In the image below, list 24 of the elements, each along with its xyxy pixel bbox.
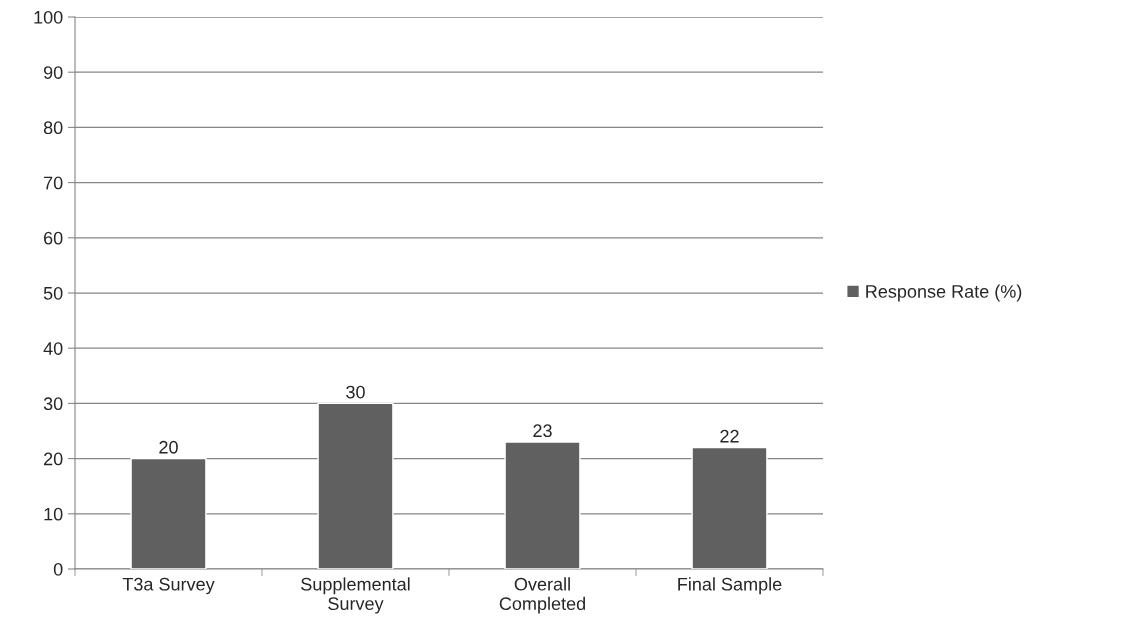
- y-tick-label: 60: [44, 231, 63, 245]
- x-tick-label: Final Sample: [678, 577, 782, 595]
- x-tick-label: Supplemental Survey: [301, 577, 410, 614]
- bar: [504, 441, 581, 569]
- y-tick-label: 20: [44, 452, 63, 466]
- y-tick-label: 80: [43, 121, 63, 135]
- y-tick-label: 0: [53, 562, 63, 576]
- bar: [130, 457, 207, 569]
- y-tick-label: 40: [43, 342, 63, 355]
- data-label: 20: [159, 440, 178, 454]
- y-tick-label: 50: [43, 286, 63, 300]
- y-tick-label: 30: [43, 397, 63, 411]
- bar: [691, 446, 768, 569]
- y-tick-label: 90: [43, 66, 63, 79]
- data-label: 23: [533, 424, 552, 438]
- legend-label: Response Rate (%): [866, 284, 1022, 302]
- bar: [317, 402, 394, 569]
- y-tick-label: 70: [44, 176, 63, 190]
- data-label: 30: [346, 385, 365, 399]
- x-tick-label: Overall Completed: [499, 577, 585, 614]
- y-tick-label: 10: [44, 507, 63, 521]
- x-tick-label: T3a Survey: [122, 577, 215, 595]
- y-tick-label: 100: [34, 10, 63, 24]
- data-label: 22: [720, 429, 739, 443]
